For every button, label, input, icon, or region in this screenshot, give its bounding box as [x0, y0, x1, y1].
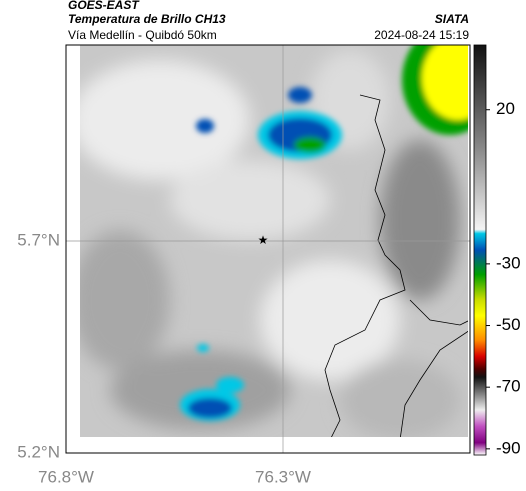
- colorbar-tick-label: -90: [496, 438, 521, 457]
- colorbar-tick-label: -50: [496, 315, 521, 334]
- lon-label: 76.8°W: [38, 467, 94, 486]
- lat-label: 5.2°N: [17, 442, 60, 461]
- colorbar-tick-label: -70: [496, 377, 521, 396]
- lon-label: 76.3°W: [255, 467, 311, 486]
- subtitle: Vía Medellín - Quibdó 50km: [68, 28, 217, 42]
- colorbar-tick-label: 20: [496, 99, 515, 118]
- source: GOES-EAST: [68, 0, 140, 12]
- colorbar-tick-label: -30: [496, 253, 521, 272]
- map-frame: [65, 44, 471, 454]
- datetime: 2024-08-24 15:19: [374, 28, 469, 42]
- location-marker: ★: [258, 233, 269, 247]
- satellite-image: [80, 45, 468, 437]
- lat-label: 5.7°N: [17, 230, 60, 249]
- brand: SIATA: [435, 12, 469, 26]
- colorbar: [473, 44, 487, 456]
- title: Temperatura de Brillo CH13: [68, 12, 226, 26]
